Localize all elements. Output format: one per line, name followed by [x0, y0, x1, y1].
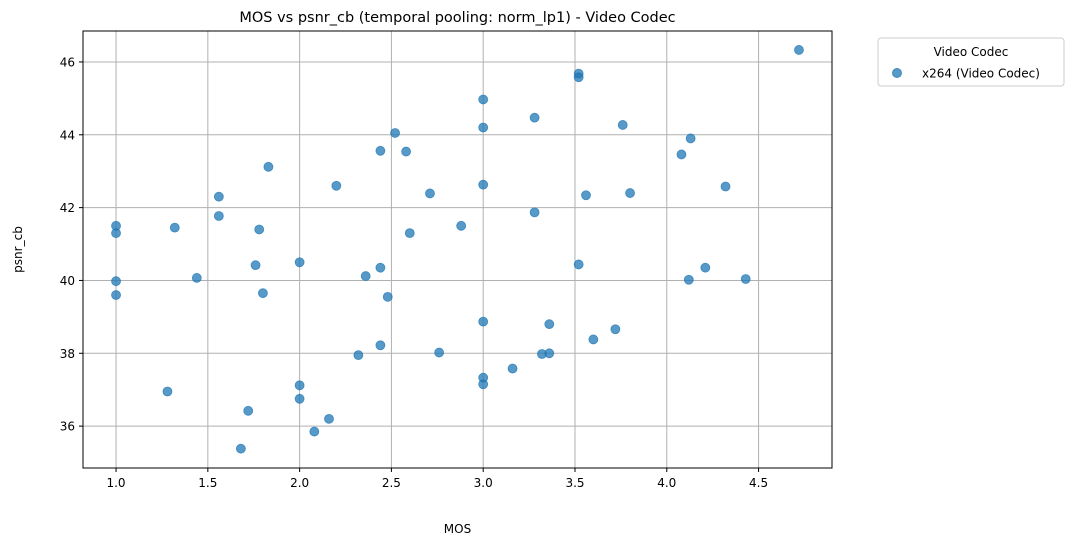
data-point [360, 271, 371, 281]
data-points [111, 45, 804, 454]
data-point [581, 190, 591, 201]
data-point [111, 290, 121, 300]
data-point [375, 145, 386, 156]
data-point [263, 161, 274, 172]
x-tick-label: 1.5 [198, 476, 217, 490]
data-point [544, 348, 555, 359]
data-point [456, 220, 467, 231]
data-point [478, 94, 489, 105]
data-point [254, 224, 265, 235]
data-point [235, 443, 246, 454]
x-tick-label: 3.5 [565, 476, 584, 490]
y-tick-label: 46 [60, 55, 75, 69]
y-tick-label: 40 [60, 274, 75, 288]
data-point [111, 228, 121, 239]
x-tick-label: 2.0 [290, 476, 309, 490]
data-point [573, 259, 584, 270]
data-point [720, 181, 731, 192]
data-point [529, 207, 540, 218]
data-point [353, 350, 364, 361]
data-point [507, 363, 518, 374]
x-tick-label: 4.0 [657, 476, 676, 490]
legend-title: Video Codec [934, 45, 1009, 59]
data-point [294, 257, 305, 268]
chart-title: MOS vs psnr_cb (temporal pooling: norm_l… [239, 10, 675, 26]
legend-marker [892, 68, 902, 78]
data-point [700, 262, 711, 273]
grid [83, 31, 832, 468]
data-point [243, 405, 254, 416]
data-point [258, 288, 268, 299]
data-point [425, 188, 435, 199]
data-point [213, 211, 224, 221]
data-point [169, 222, 180, 233]
data-point [676, 149, 687, 160]
data-point [382, 291, 393, 302]
data-point [478, 379, 489, 390]
data-point [309, 426, 320, 437]
legend-entry-label: x264 (Video Codec) [922, 67, 1040, 81]
data-point [529, 112, 540, 123]
y-tick-label: 36 [60, 420, 75, 434]
data-point [588, 334, 599, 345]
data-point [478, 122, 489, 133]
data-point [610, 324, 621, 335]
x-tick-label: 2.5 [382, 476, 401, 490]
data-point [625, 188, 635, 198]
data-point [324, 413, 334, 424]
data-point [250, 260, 261, 271]
data-point [294, 393, 305, 404]
data-point [331, 180, 342, 191]
y-tick-label: 44 [60, 128, 75, 142]
data-point [390, 128, 400, 138]
data-point [294, 380, 305, 391]
data-point [794, 45, 804, 55]
data-point [162, 386, 173, 397]
data-point [191, 273, 202, 283]
data-point [573, 72, 584, 83]
x-axis-ticks: 1.0 1.5 2.0 2.5 3.0 3.5 4.0 4.5 [106, 468, 768, 490]
data-point [404, 228, 415, 239]
data-point [478, 316, 489, 327]
data-point [111, 276, 121, 287]
plot-frame [82, 30, 833, 469]
data-point [617, 120, 628, 130]
data-point [375, 262, 386, 273]
x-tick-label: 4.5 [749, 476, 768, 490]
y-axis-label: psnr_cb [11, 226, 25, 273]
legend-box [877, 37, 1065, 87]
legend: Video Codec x264 (Video Codec) [877, 37, 1065, 87]
data-point [375, 340, 386, 351]
data-point [478, 179, 489, 190]
data-point [683, 274, 694, 285]
y-tick-label: 42 [60, 201, 75, 215]
data-point [544, 319, 555, 330]
y-axis-ticks: 36 38 40 42 44 46 [60, 55, 83, 434]
x-tick-label: 3.0 [474, 476, 493, 490]
data-point [434, 347, 445, 358]
data-point [740, 274, 751, 284]
y-tick-label: 38 [60, 347, 75, 361]
data-point [401, 146, 411, 157]
x-axis-label: MOS [444, 522, 471, 536]
data-point [685, 133, 696, 144]
x-tick-label: 1.0 [106, 476, 125, 490]
data-point [213, 191, 224, 202]
